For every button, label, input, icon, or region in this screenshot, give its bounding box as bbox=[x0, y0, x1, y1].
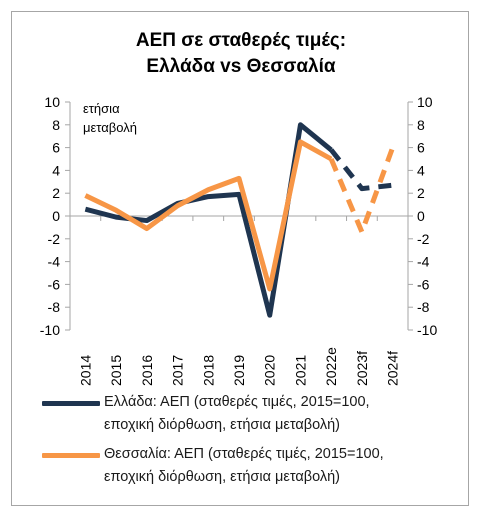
data-point-thessaly-2017 bbox=[176, 204, 180, 208]
data-point-greece-2019 bbox=[237, 192, 241, 196]
legend-label-greece-line1: Ελλάδα: ΑΕΠ (σταθερές τιμές, 2015=100, bbox=[104, 394, 370, 410]
y-tick-label-left: 6 bbox=[52, 140, 60, 156]
axis-annotation: ετήσια μεταβολή bbox=[83, 101, 137, 135]
chart-frame bbox=[11, 11, 469, 506]
legend: Ελλάδα: ΑΕΠ (σταθερές τιμές, 2015=100, ε… bbox=[42, 391, 462, 489]
y-tick-label-right: 2 bbox=[417, 185, 425, 201]
data-point-greece-2021 bbox=[298, 123, 302, 127]
data-point-greece-2015 bbox=[114, 215, 118, 219]
chart-title-line: Ελλάδα vs Θεσσαλία bbox=[146, 56, 335, 77]
legend-label-thessaly-line2: εποχική διόρθωση, ετήσια μεταβολή) bbox=[104, 469, 341, 485]
series-forecast-greece bbox=[329, 148, 393, 192]
x-tick-label: 2024f bbox=[385, 351, 401, 386]
y-annotation-line: ετήσια bbox=[83, 101, 120, 116]
x-tick-label: 2020 bbox=[262, 355, 278, 386]
data-point-thessaly-2022e bbox=[329, 157, 333, 161]
x-tick-label: 2015 bbox=[108, 355, 124, 386]
y-tick-label-right: 0 bbox=[417, 208, 425, 224]
y-tick-label-left: -4 bbox=[48, 254, 61, 270]
legend-swatch-thessaly bbox=[42, 453, 100, 458]
y-tick-label-left: -2 bbox=[48, 231, 61, 247]
y-tick-label-right: -4 bbox=[417, 254, 430, 270]
data-point-thessaly-2024f bbox=[391, 146, 395, 150]
data-point-greece-2024f bbox=[391, 183, 395, 187]
series-line-greece bbox=[84, 122, 333, 318]
y-tick-label-left: 10 bbox=[44, 94, 60, 110]
x-tick-label: 2019 bbox=[231, 355, 247, 386]
chart-title: ΑΕΠ σε σταθερές τιμές: Ελλάδα vs Θεσσαλία bbox=[136, 30, 346, 77]
y-tick-label-left: 0 bbox=[52, 208, 60, 224]
legend-item-thessaly: Θεσσαλία: ΑΕΠ (σταθερές τιμές, 2015=100,… bbox=[42, 443, 462, 489]
x-tick-label: 2017 bbox=[170, 355, 186, 386]
series-line-thessaly bbox=[84, 139, 333, 292]
data-point-thessaly-2014 bbox=[83, 193, 87, 197]
series-lines bbox=[83, 122, 395, 318]
data-point-thessaly-2020 bbox=[268, 287, 272, 291]
y-tick-label-right: -8 bbox=[417, 299, 430, 315]
data-point-thessaly-2023f bbox=[360, 230, 364, 234]
data-point-greece-2014 bbox=[83, 207, 87, 211]
x-tick-label: 2023f bbox=[354, 351, 370, 386]
x-tick-label: 2014 bbox=[77, 355, 93, 386]
data-point-thessaly-2019 bbox=[237, 176, 241, 180]
data-point-greece-2023f bbox=[360, 187, 364, 191]
y-tick-label-left: 8 bbox=[52, 117, 60, 133]
axes: 10 10 8 8 6 6 4 4 2 2 0 0 -2 -2 -4 -4 -6 -6 -8 -8 -10 -10 2014… bbox=[40, 94, 438, 386]
x-tick-label: 2022e bbox=[323, 347, 339, 386]
y-tick-label-right: -6 bbox=[417, 276, 430, 292]
data-point-thessaly-2018 bbox=[206, 188, 210, 192]
data-point-thessaly-2015 bbox=[114, 208, 118, 212]
legend-label-greece-line2: εποχική διόρθωση, ετήσια μεταβολή) bbox=[104, 417, 341, 433]
y-tick-label-left: -6 bbox=[48, 276, 61, 292]
y-tick-label-right: 6 bbox=[417, 140, 425, 156]
data-point-greece-2016 bbox=[145, 219, 149, 223]
y-tick-label-left: -8 bbox=[48, 299, 61, 315]
y-tick-label-right: 10 bbox=[417, 94, 433, 110]
y-tick-label-left: -10 bbox=[40, 322, 60, 338]
data-point-greece-2022e bbox=[329, 148, 333, 152]
x-tick-label: 2018 bbox=[200, 355, 216, 386]
legend-item-greece: Ελλάδα: ΑΕΠ (σταθερές τιμές, 2015=100, ε… bbox=[42, 391, 462, 437]
y-tick-label-right: -10 bbox=[417, 322, 437, 338]
x-tick-label: 2021 bbox=[292, 355, 308, 386]
series-forecast-thessaly bbox=[328, 146, 395, 235]
legend-label-thessaly-line1: Θεσσαλία: ΑΕΠ (σταθερές τιμές, 2015=100, bbox=[104, 446, 384, 462]
y-annotation-line: μεταβολή bbox=[83, 120, 137, 135]
data-point-greece-2018 bbox=[206, 195, 210, 199]
y-tick-label-right: 4 bbox=[417, 162, 425, 178]
chart-title-line: ΑΕΠ σε σταθερές τιμές: bbox=[136, 30, 346, 51]
y-tick-label-right: 8 bbox=[417, 117, 425, 133]
y-tick-label-left: 4 bbox=[52, 162, 60, 178]
y-tick-label-right: -2 bbox=[417, 231, 430, 247]
data-point-thessaly-2016 bbox=[145, 227, 149, 231]
data-point-thessaly-2021 bbox=[298, 140, 302, 144]
y-tick-label-left: 2 bbox=[52, 185, 60, 201]
legend-swatch-greece bbox=[42, 401, 100, 406]
data-point-greece-2020 bbox=[268, 313, 272, 317]
x-tick-label: 2016 bbox=[139, 355, 155, 386]
